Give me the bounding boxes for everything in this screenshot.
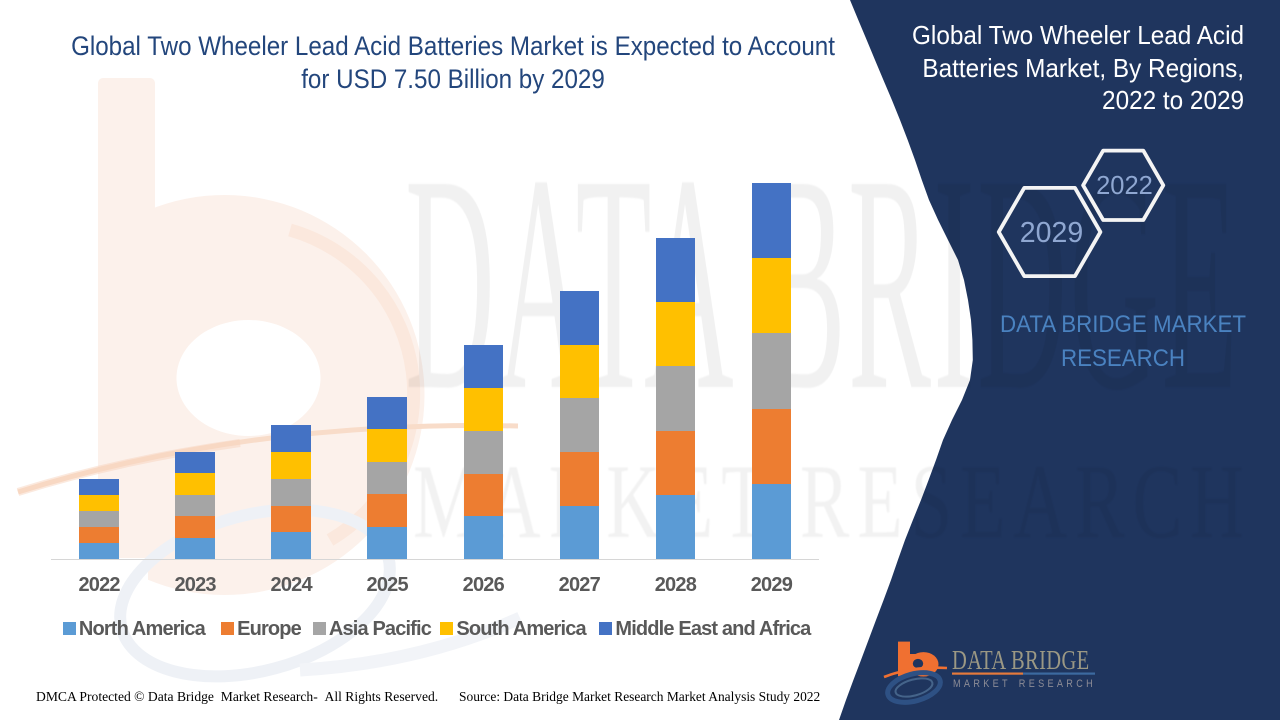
svg-text:2022: 2022 bbox=[1096, 172, 1153, 200]
svg-text:MARKET RESEARCH: MARKET RESEARCH bbox=[953, 678, 1096, 690]
svg-text:DATA BRIDGE: DATA BRIDGE bbox=[952, 646, 1090, 675]
svg-text:2029: 2029 bbox=[1020, 217, 1083, 249]
